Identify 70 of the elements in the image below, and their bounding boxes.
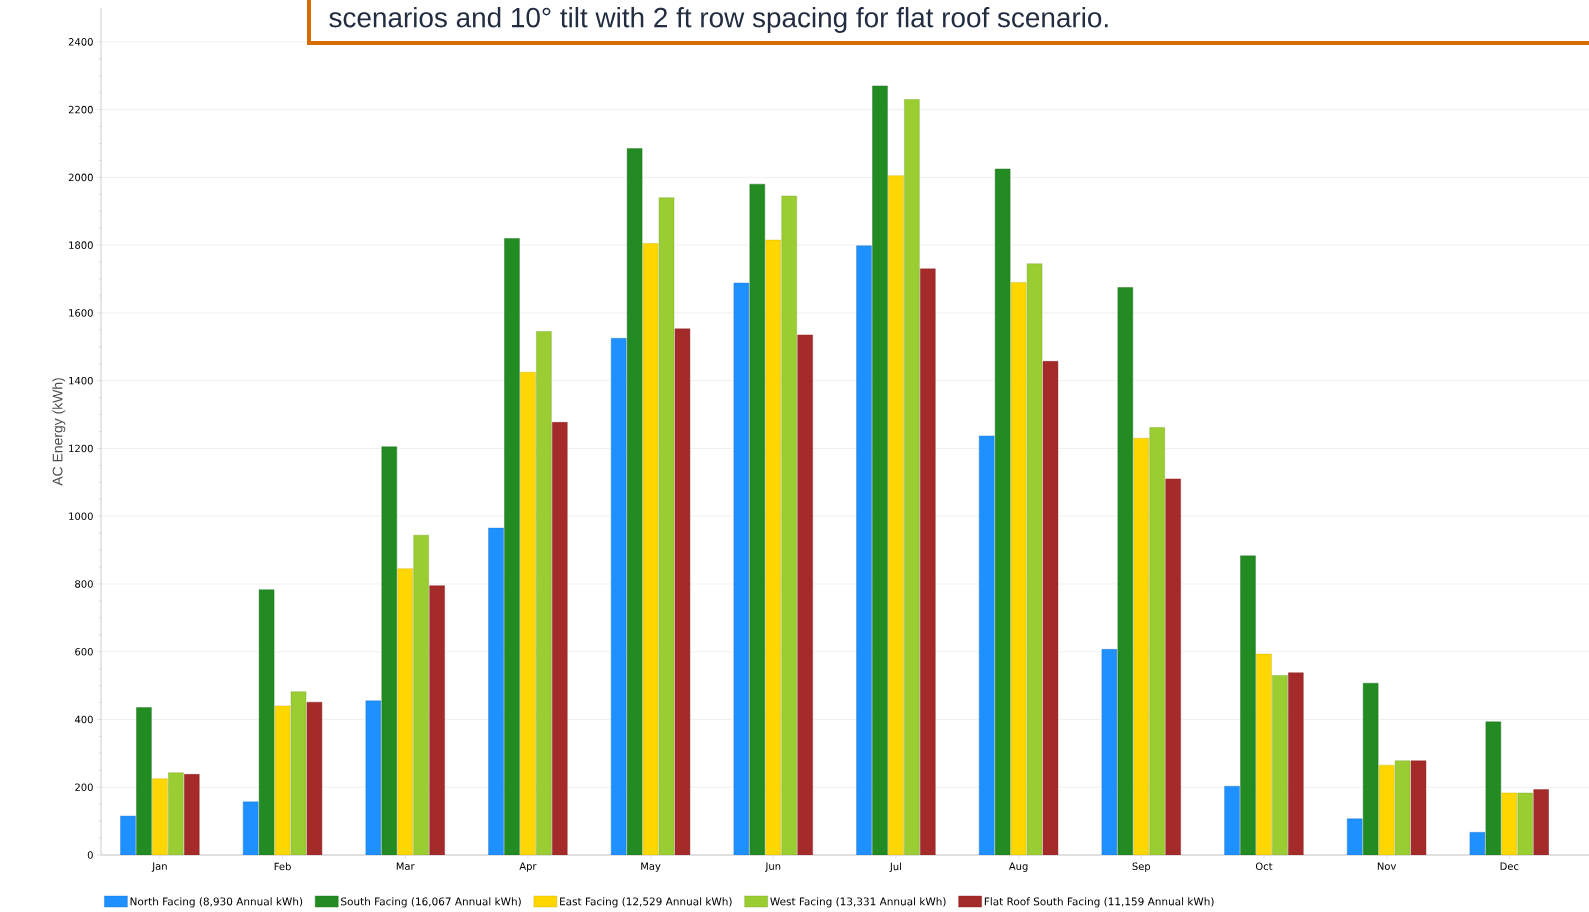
y-tick-label: 1600 [69, 309, 93, 317]
bar [1533, 789, 1549, 855]
bar [888, 175, 904, 855]
y-tick-label: 1200 [69, 444, 93, 453]
bar [797, 334, 813, 855]
bar [413, 534, 429, 855]
y-tick-label: 2200 [68, 105, 93, 114]
bar [1117, 287, 1133, 855]
x-tick-label: Feb [274, 862, 291, 871]
legend-label: West Facing (13,331 Annual kWh) [770, 897, 946, 908]
x-tick-label: Jul [889, 862, 901, 873]
bar [979, 435, 995, 855]
bar [1347, 818, 1363, 855]
x-tick-label: Mar [396, 862, 415, 870]
x-tick-label: Aug [1008, 862, 1028, 872]
y-tick-label: 600 [75, 647, 93, 656]
x-tick-label: Sep [1132, 862, 1151, 872]
bar [381, 446, 397, 855]
bar [920, 268, 936, 855]
y-tick-label: 1800 [69, 241, 93, 249]
bar [872, 85, 888, 855]
y-tick-label: 0 [87, 851, 93, 859]
bar [520, 372, 536, 855]
bar [397, 568, 413, 855]
y-tick-label: 400 [74, 715, 93, 724]
bar [1240, 555, 1256, 855]
x-tick-label: Dec [1500, 862, 1519, 870]
legend-label: Flat Roof South Facing (11,159 Annual kWh) [984, 897, 1214, 908]
annotation: scenarios and 10° tilt with 2 ft row spacing for flat roof scenario. [329, 7, 1108, 33]
y-tick-label: 2400 [68, 38, 93, 46]
bar [1272, 675, 1288, 855]
bar [552, 422, 568, 855]
x-tick-label: Jan [151, 862, 167, 872]
bar [184, 774, 200, 855]
bar [1288, 672, 1304, 855]
bar [749, 183, 765, 855]
bar [429, 585, 445, 855]
bar [611, 338, 627, 855]
bar [1501, 792, 1517, 855]
bar [488, 527, 504, 855]
x-tick-label: Apr [519, 862, 537, 872]
legend-label: North Facing (8,930 Annual kWh) [130, 897, 303, 908]
bar [856, 245, 872, 855]
y-tick-label: 200 [75, 783, 93, 792]
bar [168, 772, 184, 855]
bar [1149, 427, 1165, 855]
bar [1517, 792, 1533, 855]
bar [136, 707, 152, 855]
legend-label: East Facing (12,529 Annual kWh) [560, 897, 732, 908]
x-tick-label: Oct [1255, 862, 1273, 871]
y-tick-label: 800 [75, 580, 93, 588]
bar [1256, 653, 1272, 855]
y-tick-label: 1400 [69, 376, 93, 385]
x-tick-label: Jun [764, 862, 781, 872]
bar [1224, 786, 1240, 855]
bar [1133, 438, 1149, 855]
bar [504, 238, 520, 855]
bar [765, 239, 781, 855]
x-tick-label: May [641, 862, 661, 872]
y-tick-label: 1000 [69, 512, 93, 520]
bar [1165, 478, 1181, 855]
bar [904, 99, 920, 855]
x-tick-label: Nov [1377, 862, 1397, 870]
bar [536, 331, 552, 855]
bar [781, 195, 797, 855]
legend-label: South Facing (16,067 Annual kWh) [341, 897, 521, 908]
y-axis-title: AC Energy (kWh) [52, 378, 66, 486]
bar [152, 778, 168, 855]
bar [1485, 721, 1502, 855]
y-tick-label: 2000 [68, 173, 93, 182]
